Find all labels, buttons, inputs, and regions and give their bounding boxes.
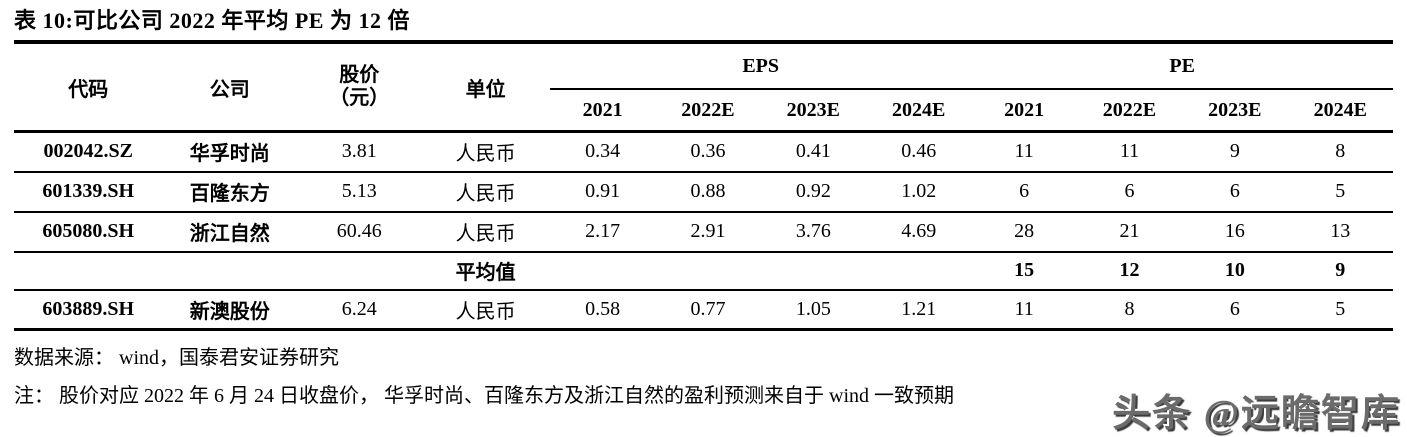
table-row: 601339.SH 百隆东方 5.13 人民币 0.91 0.88 0.92 1.02 6 6 6 5 <box>14 172 1393 212</box>
header-year: 2024E <box>1287 89 1393 133</box>
unit-cell: 人民币 <box>455 143 516 166</box>
pe-value-cell: 6 <box>1229 297 1240 320</box>
comparable-companies-table: 代码 公司 股价 （元） 单位 EPS PE 2021 2022E 2023E 202… <box>14 40 1393 331</box>
company-cell: 百隆东方 <box>189 183 270 205</box>
code-cell: 601339.SH <box>42 180 135 202</box>
pe-value-cell: 11 <box>1119 140 1140 163</box>
eps-value-cell: 0.91 <box>585 180 621 202</box>
average-row: 平均值 15 12 10 9 <box>14 252 1393 290</box>
pe-value-cell: 6 <box>1229 180 1240 202</box>
table-row: 605080.SH 浙江自然 60.46 人民币 2.17 2.91 3.76 4.69 28 2… <box>14 212 1393 252</box>
pe-value-cell: 9 <box>1229 140 1240 163</box>
eps-value-cell: 3.76 <box>795 220 831 242</box>
header-year: 2023E <box>760 89 867 133</box>
pe-value-cell: 28 <box>1014 220 1035 242</box>
eps-value-cell: 0.46 <box>901 140 937 163</box>
table-title: 表 10:可比公司 2022 年平均 PE 为 12 倍 <box>14 8 410 33</box>
company-cell <box>163 252 297 290</box>
pe-value-cell: 6 <box>1019 180 1030 202</box>
pe-value-cell: 16 <box>1224 220 1245 242</box>
code-cell: 605080.SH <box>42 220 135 242</box>
price-cell: 5.13 <box>341 180 377 202</box>
eps-value-cell <box>655 252 760 290</box>
eps-value-cell: 1.05 <box>795 297 831 320</box>
pe-value-cell: 13 <box>1330 220 1351 242</box>
price-cell: 3.81 <box>341 140 377 163</box>
company-cell: 新澳股份 <box>189 300 270 323</box>
header-year: 2024E <box>866 89 972 133</box>
eps-value-cell: 4.69 <box>901 220 937 242</box>
eps-value-cell: 0.36 <box>690 140 726 163</box>
pe-value-cell: 15 <box>1014 259 1035 281</box>
eps-value-cell <box>550 252 655 290</box>
header-year: 2021 <box>971 89 1077 133</box>
data-source-line: 数据来源： wind，国泰君安证券研究 <box>14 347 339 369</box>
pe-value-cell: 9 <box>1335 259 1346 281</box>
header-year: 2023E <box>1182 89 1288 133</box>
header-year: 2021 <box>549 89 656 133</box>
table-row: 603889.SH 新澳股份 6.24 人民币 0.58 0.77 1.05 1.21 11 8 6… <box>14 290 1393 330</box>
eps-value-cell: 0.34 <box>585 140 621 163</box>
pe-value-cell: 6 <box>1124 180 1135 202</box>
group-header-row: 代码 公司 股价 （元） 单位 EPS PE <box>14 42 1393 133</box>
eps-value-cell: 0.77 <box>690 297 726 320</box>
eps-value-cell: 0.92 <box>795 180 831 202</box>
pe-value-cell: 8 <box>1335 140 1346 163</box>
unit-cell: 人民币 <box>455 300 516 323</box>
pe-value-cell: 5 <box>1335 180 1346 202</box>
eps-value-cell <box>866 252 971 290</box>
pe-value-cell: 12 <box>1119 259 1140 281</box>
report-page: 表 10:可比公司 2022 年平均 PE 为 12 倍 代码 公司 股价 （元… <box>0 6 1407 435</box>
eps-value-cell: 0.88 <box>690 180 726 202</box>
code-cell: 002042.SZ <box>43 140 133 163</box>
company-cell: 浙江自然 <box>189 223 270 245</box>
price-cell <box>297 252 421 290</box>
eps-value-cell: 2.91 <box>690 220 726 242</box>
header-price-line1: 股价 <box>339 64 380 86</box>
pe-value-cell: 21 <box>1119 220 1140 242</box>
price-cell: 60.46 <box>336 220 382 242</box>
footnote-line: 注： 股价对应 2022 年 6 月 24 日收盘价， 华孚时尚、百隆东方及浙江… <box>14 385 954 407</box>
header-year: 2022E <box>655 89 761 133</box>
pe-value-cell: 10 <box>1224 259 1245 281</box>
header-company: 公司 <box>162 42 298 133</box>
pe-value-cell: 11 <box>1014 297 1034 320</box>
pe-value-cell: 5 <box>1335 297 1346 320</box>
header-eps-group: EPS <box>549 42 972 90</box>
table-row: 002042.SZ 华孚时尚 3.81 人民币 0.34 0.36 0.41 0.46 11 11… <box>14 132 1393 172</box>
price-cell: 6.24 <box>341 297 377 320</box>
header-pe-group: PE <box>971 42 1393 90</box>
unit-cell: 平均值 <box>455 262 516 284</box>
company-cell: 华孚时尚 <box>189 143 270 166</box>
watermark-text: 头条 @远瞻智库 <box>1112 393 1401 435</box>
header-year: 2022E <box>1076 89 1183 133</box>
unit-cell: 人民币 <box>455 223 516 245</box>
table-header: 代码 公司 股价 （元） 单位 EPS PE 2021 2022E 2023E 202… <box>14 42 1393 133</box>
header-code: 代码 <box>14 42 163 133</box>
header-unit: 单位 <box>421 42 550 133</box>
eps-value-cell: 2.17 <box>585 220 621 242</box>
eps-value-cell: 1.02 <box>901 180 937 202</box>
pe-value-cell: 8 <box>1124 297 1135 320</box>
eps-value-cell: 0.58 <box>585 297 621 320</box>
unit-cell: 人民币 <box>455 183 516 205</box>
eps-value-cell: 0.41 <box>795 140 831 163</box>
code-cell: 603889.SH <box>42 297 135 320</box>
pe-value-cell: 11 <box>1014 140 1034 163</box>
year-header-row: 2021 2022E 2023E 2024E 2021 2022E 2023E 2024E <box>14 89 1393 133</box>
header-price-line2: （元） <box>329 87 390 109</box>
table-body: 002042.SZ 华孚时尚 3.81 人民币 0.34 0.36 0.41 0.46 11 11… <box>14 132 1393 330</box>
header-price: 股价 （元） <box>297 42 422 133</box>
eps-value-cell: 1.21 <box>901 297 937 320</box>
code-cell <box>14 252 163 290</box>
eps-value-cell <box>761 252 866 290</box>
